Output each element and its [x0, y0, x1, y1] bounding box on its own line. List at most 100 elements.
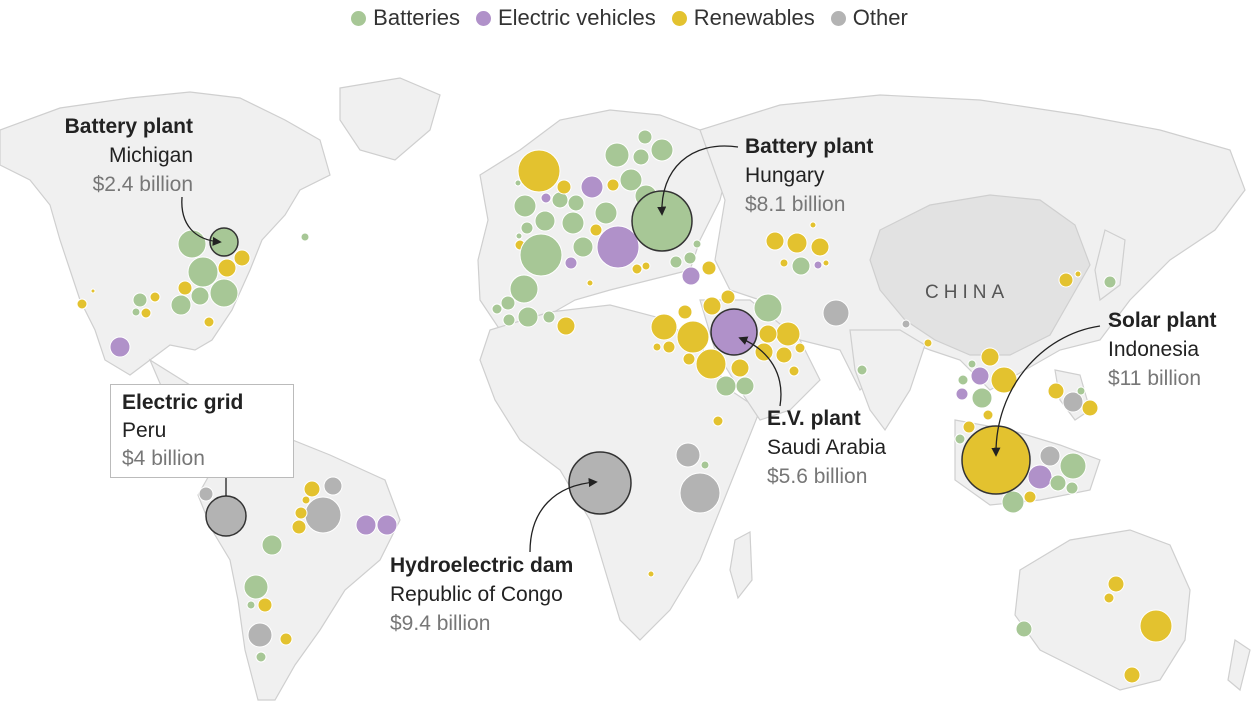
investment-circle — [502, 313, 516, 327]
investment-circle — [647, 570, 655, 578]
investment-circle — [606, 178, 620, 192]
investment-circle — [190, 286, 210, 306]
investment-circle — [679, 472, 721, 514]
investment-circle — [1139, 609, 1173, 643]
investment-circle — [901, 319, 911, 329]
investment-circle — [637, 129, 653, 145]
callout-location: Indonesia — [1108, 338, 1200, 361]
investment-circle — [132, 292, 148, 308]
callout-peru: Electric grid Peru $4 billion — [110, 384, 295, 478]
investment-circle — [955, 387, 969, 401]
investment-circle — [257, 597, 273, 613]
investment-circle — [712, 415, 724, 427]
investment-circle — [650, 313, 678, 341]
investment-circle — [954, 433, 966, 445]
investment-circle — [822, 259, 830, 267]
saudi-highlight-circle — [710, 308, 758, 356]
investment-circle — [982, 409, 994, 421]
michigan-highlight-circle — [209, 227, 239, 257]
callout-location: Peru — [122, 419, 167, 442]
china-label: CHINA — [925, 282, 1010, 303]
peru-highlight-circle — [205, 495, 247, 537]
callout-location: Hungary — [745, 164, 825, 187]
investment-circle — [131, 307, 141, 317]
investment-circle — [596, 225, 640, 269]
callout-amount: $2.4 billion — [92, 173, 193, 196]
other-swatch-icon — [830, 10, 846, 26]
investment-circle — [140, 307, 152, 319]
investment-circle — [517, 306, 539, 328]
investment-circle — [519, 233, 563, 277]
congo-leader-line — [529, 477, 598, 553]
callout-title: Hydroelectric dam — [390, 554, 574, 577]
callout-title: Electric grid — [122, 391, 244, 414]
investment-circle — [730, 358, 750, 378]
callout-title: Battery plant — [64, 115, 193, 138]
investment-circle — [589, 223, 603, 237]
investment-circle — [203, 316, 215, 328]
investment-circle — [500, 295, 516, 311]
investment-circle — [291, 519, 307, 535]
investment-circle — [775, 346, 793, 364]
investment-circle — [514, 179, 522, 187]
investment-circle — [76, 298, 88, 310]
legend-item-other: Other — [830, 5, 908, 31]
investment-circle — [794, 342, 806, 354]
callout-amount: $8.1 billion — [745, 193, 846, 216]
hungary-leader-line — [657, 145, 739, 216]
callout-michigan: Battery plant Michigan $2.4 billion — [40, 112, 193, 199]
investment-circle — [786, 232, 808, 254]
investment-circle — [177, 280, 193, 296]
callout-amount: $9.4 billion — [390, 612, 491, 635]
legend-item-electric-vehicles: Electric vehicles — [476, 5, 656, 31]
investment-circle — [1047, 382, 1065, 400]
investment-circle — [303, 480, 321, 498]
investment-circle — [540, 192, 552, 204]
michigan-leader-line — [181, 196, 222, 246]
map-legend: Batteries Electric vehicles Renewables O… — [0, 5, 1259, 31]
investment-circle — [561, 211, 585, 235]
investment-circle — [542, 310, 556, 324]
investment-circle — [255, 651, 267, 663]
investment-circle — [279, 632, 293, 646]
investment-circle — [304, 496, 342, 534]
investment-circle — [715, 375, 737, 397]
investment-circle — [631, 263, 643, 275]
investment-circle — [675, 442, 701, 468]
investment-circle — [1107, 575, 1125, 593]
investment-circle — [810, 237, 830, 257]
investment-circle — [323, 476, 343, 496]
investment-circle — [594, 201, 618, 225]
investment-circle — [491, 303, 503, 315]
investment-circle — [513, 194, 537, 218]
investment-circle — [967, 359, 977, 369]
investment-circle — [669, 255, 683, 269]
investment-circle — [1023, 490, 1037, 504]
investment-circle — [1015, 620, 1033, 638]
investment-circle — [1103, 275, 1117, 289]
investment-circle — [788, 365, 800, 377]
legend-label-other: Other — [852, 5, 908, 30]
investment-circle — [632, 148, 650, 166]
investment-circle — [962, 420, 976, 434]
investment-circle — [209, 278, 239, 308]
investment-circle — [813, 260, 823, 270]
new-zealand-landmass — [1227, 638, 1251, 692]
investment-circle — [1027, 464, 1053, 490]
investment-circle — [990, 366, 1018, 394]
investment-circle — [692, 239, 702, 249]
renewables-swatch-icon — [671, 10, 687, 26]
greenland-landmass — [339, 77, 441, 161]
investment-circle — [217, 258, 237, 278]
investment-circle — [619, 168, 643, 192]
investment-circle — [809, 221, 817, 229]
china-landmass — [869, 194, 1091, 356]
investment-circle — [720, 289, 736, 305]
investment-circle — [957, 374, 969, 386]
investment-circle — [1074, 270, 1082, 278]
investment-circle — [681, 266, 701, 286]
investment-circle — [294, 506, 308, 520]
investment-circle — [971, 387, 993, 409]
investment-circle — [650, 138, 674, 162]
investment-circle — [567, 194, 585, 212]
